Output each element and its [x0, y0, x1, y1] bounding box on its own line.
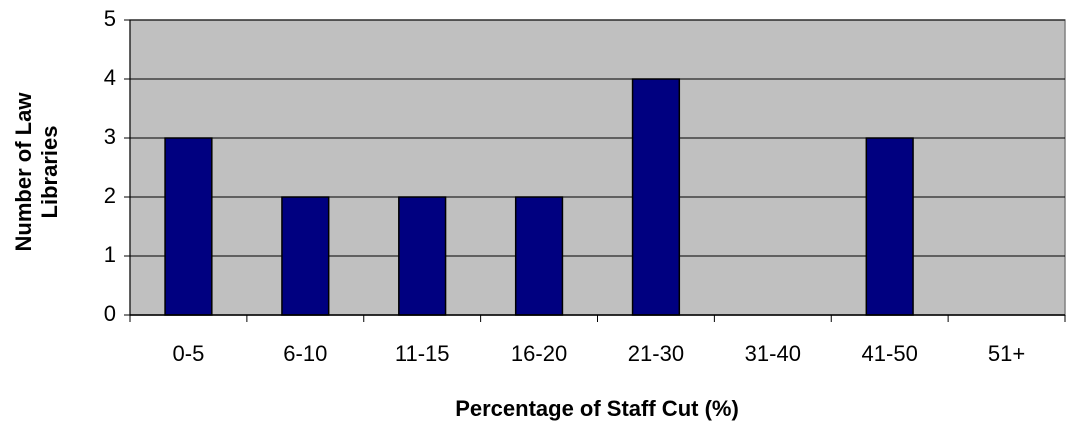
bar	[398, 196, 447, 316]
plot-area	[129, 19, 1066, 316]
y-tick-label: 4	[104, 65, 116, 90]
x-tick-label: 6-10	[283, 341, 327, 366]
bar	[514, 196, 564, 316]
y-tick-label: 3	[104, 124, 116, 149]
y-tick-label: 0	[104, 301, 116, 326]
x-tick-label: 21-30	[628, 341, 684, 366]
y-tick-label: 1	[104, 242, 116, 267]
x-tick-label: 11-15	[395, 341, 450, 366]
x-tick-label: 16-20	[511, 341, 567, 366]
x-tick-label: 51+	[988, 341, 1025, 366]
y-tick-label: 5	[104, 6, 116, 31]
y-tick-label: 2	[104, 183, 116, 208]
x-tick-label: 41-50	[862, 341, 918, 366]
bar	[164, 137, 213, 316]
y-axis-label: Number of Law Libraries	[11, 92, 62, 252]
x-axis-label: Percentage of Staff Cut (%)	[455, 396, 739, 421]
x-tick-label: 31-40	[745, 341, 801, 366]
bar	[865, 137, 914, 316]
bar	[281, 196, 330, 316]
bar	[631, 78, 681, 316]
x-tick-label: 0-5	[173, 341, 205, 366]
